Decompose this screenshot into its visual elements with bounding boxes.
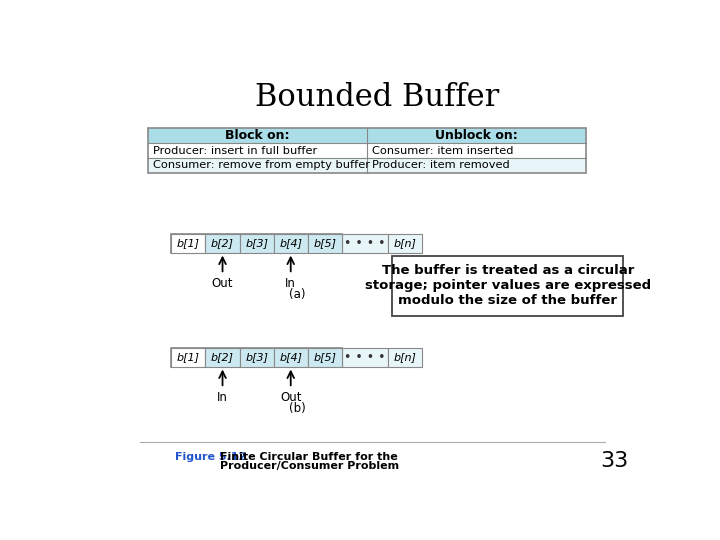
- Bar: [171, 234, 342, 253]
- Text: b[3]: b[3]: [245, 353, 268, 362]
- Bar: [148, 128, 586, 143]
- Text: Block on:: Block on:: [225, 129, 290, 142]
- Text: Producer/Consumer Problem: Producer/Consumer Problem: [220, 461, 400, 470]
- Text: Consumer: remove from empty buffer: Consumer: remove from empty buffer: [153, 160, 370, 170]
- Text: b[2]: b[2]: [211, 353, 234, 362]
- Bar: [342, 348, 388, 367]
- Text: • • • •: • • • •: [344, 351, 386, 364]
- Text: Out: Out: [280, 392, 302, 404]
- Text: Producer: insert in full buffer: Producer: insert in full buffer: [153, 146, 317, 156]
- Bar: [171, 234, 205, 253]
- Bar: [148, 158, 586, 173]
- Text: b[4]: b[4]: [279, 353, 302, 362]
- Text: Out: Out: [212, 278, 233, 291]
- Text: Consumer: item inserted: Consumer: item inserted: [372, 146, 513, 156]
- Text: b[n]: b[n]: [394, 239, 417, 248]
- Text: (a): (a): [289, 288, 305, 301]
- Bar: [205, 348, 240, 367]
- Bar: [307, 348, 342, 367]
- Text: Bounded Buffer: Bounded Buffer: [255, 82, 499, 113]
- Bar: [171, 348, 205, 367]
- Text: In: In: [217, 392, 228, 404]
- Text: In: In: [285, 278, 296, 291]
- Text: (b): (b): [289, 402, 305, 415]
- Bar: [148, 128, 586, 173]
- Bar: [171, 348, 342, 367]
- Text: b[3]: b[3]: [245, 239, 268, 248]
- Bar: [205, 234, 240, 253]
- Text: b[5]: b[5]: [313, 353, 336, 362]
- Bar: [240, 348, 274, 367]
- Bar: [388, 234, 423, 253]
- Bar: [274, 348, 307, 367]
- Text: Unblock on:: Unblock on:: [435, 129, 518, 142]
- Bar: [342, 234, 388, 253]
- Text: Figure 5.12: Figure 5.12: [175, 452, 246, 462]
- Bar: [392, 256, 624, 316]
- Text: b[1]: b[1]: [177, 239, 200, 248]
- Text: b[5]: b[5]: [313, 239, 336, 248]
- Bar: [240, 234, 274, 253]
- Text: • • • •: • • • •: [344, 237, 386, 250]
- Bar: [388, 348, 423, 367]
- Text: Finite Circular Buffer for the: Finite Circular Buffer for the: [220, 452, 398, 462]
- Text: b[n]: b[n]: [394, 353, 417, 362]
- Bar: [274, 234, 307, 253]
- Text: b[2]: b[2]: [211, 239, 234, 248]
- Text: b[1]: b[1]: [177, 353, 200, 362]
- Text: Producer: item removed: Producer: item removed: [372, 160, 510, 170]
- Text: 33: 33: [600, 450, 629, 470]
- Bar: [307, 234, 342, 253]
- Text: The buffer is treated as a circular
storage; pointer values are expressed
modulo: The buffer is treated as a circular stor…: [364, 264, 651, 307]
- Text: b[4]: b[4]: [279, 239, 302, 248]
